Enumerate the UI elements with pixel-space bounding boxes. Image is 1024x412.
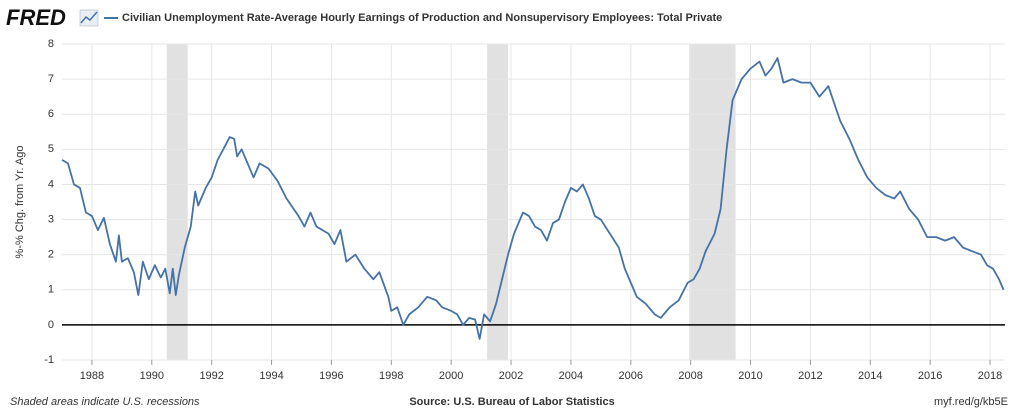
y-tick-label: 4	[48, 178, 54, 190]
x-tick-label: 2008	[678, 370, 702, 382]
y-tick-label: 2	[48, 249, 54, 261]
x-tick-label: 1996	[319, 370, 343, 382]
x-tick-label: 1990	[140, 370, 164, 382]
chart-title: Civilian Unemployment Rate-Average Hourl…	[122, 12, 722, 24]
y-tick-label: 3	[48, 213, 54, 225]
x-tick-label: 2004	[559, 370, 583, 382]
recession-band	[689, 44, 736, 360]
y-tick-label: 7	[48, 73, 54, 85]
data-line	[61, 57, 1005, 340]
logo-icon	[79, 9, 99, 27]
link: myf.red/g/kb5E	[934, 396, 1008, 408]
recession-band	[166, 44, 188, 360]
x-tick-label: 2010	[738, 370, 762, 382]
x-tick-label: 1994	[259, 370, 283, 382]
y-tick-label: 8	[48, 38, 54, 50]
logo: FRED	[6, 5, 66, 30]
footer-note: Shaded areas indicate U.S. recessions	[10, 396, 200, 408]
y-tick-label: 6	[48, 108, 54, 120]
x-tick-label: 1998	[379, 370, 403, 382]
x-tick-label: 1992	[199, 370, 223, 382]
source: Source: U.S. Bureau of Labor Statistics	[409, 396, 614, 408]
x-tick-label: 2012	[798, 370, 822, 382]
y-axis-label: %-% Chg. from Yr. Ago	[14, 146, 26, 259]
x-tick-label: 2002	[499, 370, 523, 382]
y-tick-label: 1	[48, 284, 54, 296]
x-tick-label: 2014	[858, 370, 882, 382]
x-tick-label: 2016	[918, 370, 942, 382]
y-tick-label: 5	[48, 143, 54, 155]
recession-band	[487, 44, 509, 360]
x-tick-label: 2000	[439, 370, 463, 382]
x-tick-label: 2006	[619, 370, 643, 382]
x-tick-label: 2018	[978, 370, 1002, 382]
x-tick-label: 1988	[80, 370, 104, 382]
y-tick-label: -1	[44, 354, 54, 366]
y-tick-label: 0	[48, 319, 54, 331]
